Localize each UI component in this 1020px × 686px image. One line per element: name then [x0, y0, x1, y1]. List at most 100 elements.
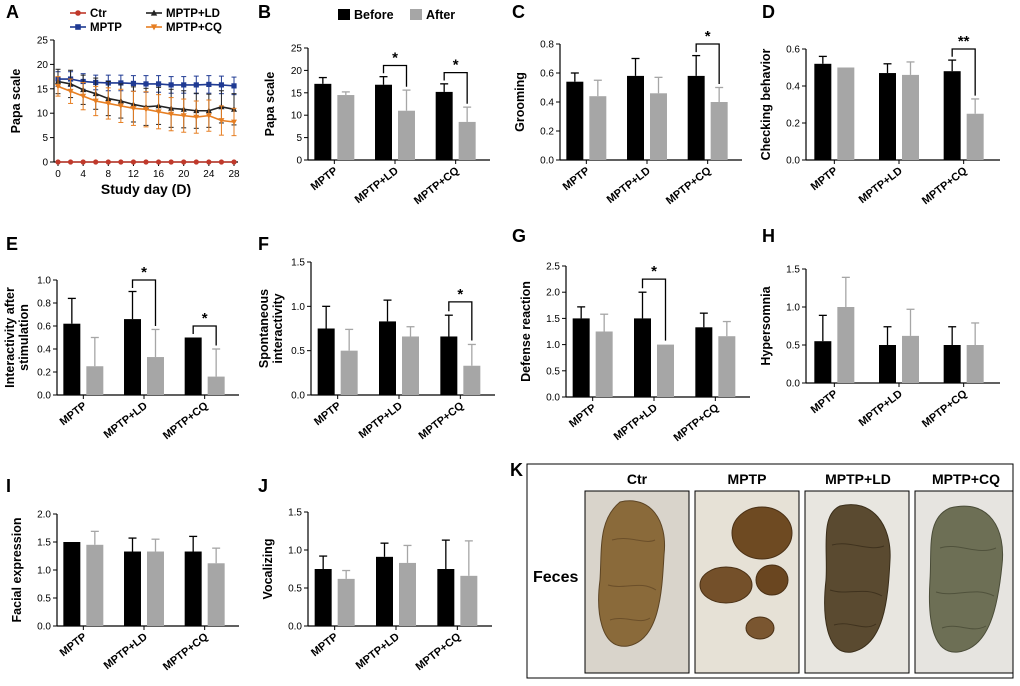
y-tick-label: 1.5	[546, 314, 560, 325]
series-after	[837, 61, 984, 160]
panel-letter-e: E	[6, 234, 18, 254]
series-after	[837, 276, 984, 383]
panel-h: 0.0 0.5 1.0 1.5 Hypersomnia H MPTP MPTP+LD MPTP+…	[759, 226, 1000, 430]
panel-letter-d: D	[762, 2, 775, 22]
significance-label: *	[141, 264, 147, 281]
significance-label: *	[651, 263, 657, 280]
bar-before	[814, 63, 832, 160]
panel-letter-f: F	[258, 234, 269, 254]
y-tick-label: 1.0	[37, 276, 51, 287]
y-tick-label: 1.0	[546, 340, 560, 351]
bar-before	[63, 323, 81, 395]
data-point	[55, 159, 61, 165]
data-point	[143, 159, 149, 165]
y-tick-label: 0.0	[37, 391, 51, 402]
bracket-line	[131, 279, 157, 326]
y-tick-label: 0.0	[786, 156, 800, 167]
bar-after	[710, 102, 728, 160]
x-tick-label: MPTP+CQ	[417, 400, 467, 443]
legend-label-before: Before	[354, 8, 394, 22]
photo-label-mptp: MPTP	[728, 471, 767, 487]
significance-label: **	[958, 33, 970, 50]
panel-letter-b: B	[258, 2, 271, 22]
series-before	[314, 76, 453, 160]
bar-before	[943, 345, 961, 383]
y-axis-label: Facial expression	[10, 518, 24, 623]
y-tick-label: 0.4	[540, 98, 554, 109]
x-tick-label: MPTP	[309, 631, 340, 659]
x-tick-label: MPTP+CQ	[920, 388, 970, 431]
data-point	[117, 103, 124, 110]
y-axis-label: Papa scale	[263, 72, 277, 137]
data-point	[118, 159, 124, 165]
legend-before-after: Before After	[338, 8, 455, 22]
x-tick-label: MPTP+LD	[354, 631, 402, 672]
y-tick-label: 15	[37, 84, 49, 95]
panel-k: K Feces Ctr MPTP MPTP+LD MPTP+CQ	[510, 460, 1014, 679]
significance-bracket: *	[382, 49, 408, 87]
panel-letter-g: G	[512, 226, 526, 246]
bar-before	[572, 318, 590, 397]
x-axis-label: Study day (D)	[101, 181, 191, 197]
x-tick-label: 4	[80, 169, 86, 180]
x-tick-label: 24	[203, 169, 215, 180]
data-point	[143, 106, 149, 113]
data-point	[105, 101, 112, 107]
x-tick-label: MPTP	[58, 400, 89, 428]
data-point	[92, 98, 99, 105]
panel-letter-h: H	[762, 226, 775, 246]
x-tick-label: 20	[178, 169, 190, 180]
bar-after	[402, 336, 419, 395]
y-axis-label-line: interactivity	[271, 293, 285, 363]
feces-row-label: Feces	[533, 569, 578, 586]
bracket-line	[192, 325, 217, 346]
panel-d: 0.0 0.2 0.4 0.6 Checking behavior D MPTP MPTP+L…	[759, 2, 1000, 207]
data-point	[67, 159, 74, 165]
bar-after	[718, 336, 736, 397]
bracket-line	[641, 278, 667, 341]
bar-after	[337, 95, 355, 160]
y-tick-label: 2.0	[37, 510, 51, 521]
data-point	[55, 83, 61, 90]
y-tick-label: 1.5	[288, 508, 302, 519]
bar-after	[966, 113, 984, 160]
y-tick-label: 0.2	[37, 368, 51, 379]
panel-i: 0.0 0.5 1.0 1.5 2.0 Facial expression I MPTP MPT…	[6, 476, 239, 673]
y-tick-label: 0.5	[291, 346, 305, 357]
y-axis-label: Defense reaction	[519, 281, 533, 382]
bar-before	[687, 75, 705, 160]
x-tick-label: MPTP+LD	[857, 165, 905, 206]
y-tick-label: 0.0	[37, 622, 51, 633]
data-point	[168, 82, 174, 88]
y-tick-label: 0	[296, 156, 302, 167]
series-before	[814, 55, 961, 160]
x-tick-label: MPTP+CQ	[664, 165, 714, 208]
bar-before	[314, 83, 332, 160]
y-tick-label: 0	[42, 158, 48, 169]
x-tick-label: MPTP	[567, 402, 598, 430]
bar-after	[458, 121, 476, 160]
x-tick-label: MPTP+CQ	[161, 400, 211, 443]
y-tick-label: 0.8	[540, 40, 554, 51]
y-tick-label: 0.0	[288, 622, 302, 633]
bar-before	[375, 84, 392, 160]
photo-mptp-cq	[914, 490, 1014, 674]
photo-label-mptp-cq: MPTP+CQ	[932, 471, 1000, 487]
bar-after	[657, 344, 674, 397]
legend-item-mptp-cq: MPTP+CQ	[146, 22, 222, 34]
legend-marker	[150, 24, 158, 31]
y-axis-label: Vocalizing	[261, 539, 275, 600]
y-tick-label: 0.0	[291, 391, 305, 402]
y-axis-label: Grooming	[513, 72, 527, 132]
series-after	[595, 313, 736, 397]
panel-g: 0.0 0.5 1.0 1.5 2.0 2.5 Defense reaction G MPTP M…	[512, 226, 750, 444]
y-tick-label: 0.0	[540, 156, 554, 167]
bar-after	[147, 357, 164, 395]
y-tick-label: 5	[296, 133, 302, 144]
significance-label: *	[705, 28, 711, 45]
x-tick-label: 8	[106, 169, 112, 180]
significance-bracket: *	[695, 28, 720, 85]
significance-bracket: *	[448, 286, 473, 341]
y-axis-label: Checking behavior	[759, 48, 773, 160]
bar-before	[943, 71, 961, 160]
